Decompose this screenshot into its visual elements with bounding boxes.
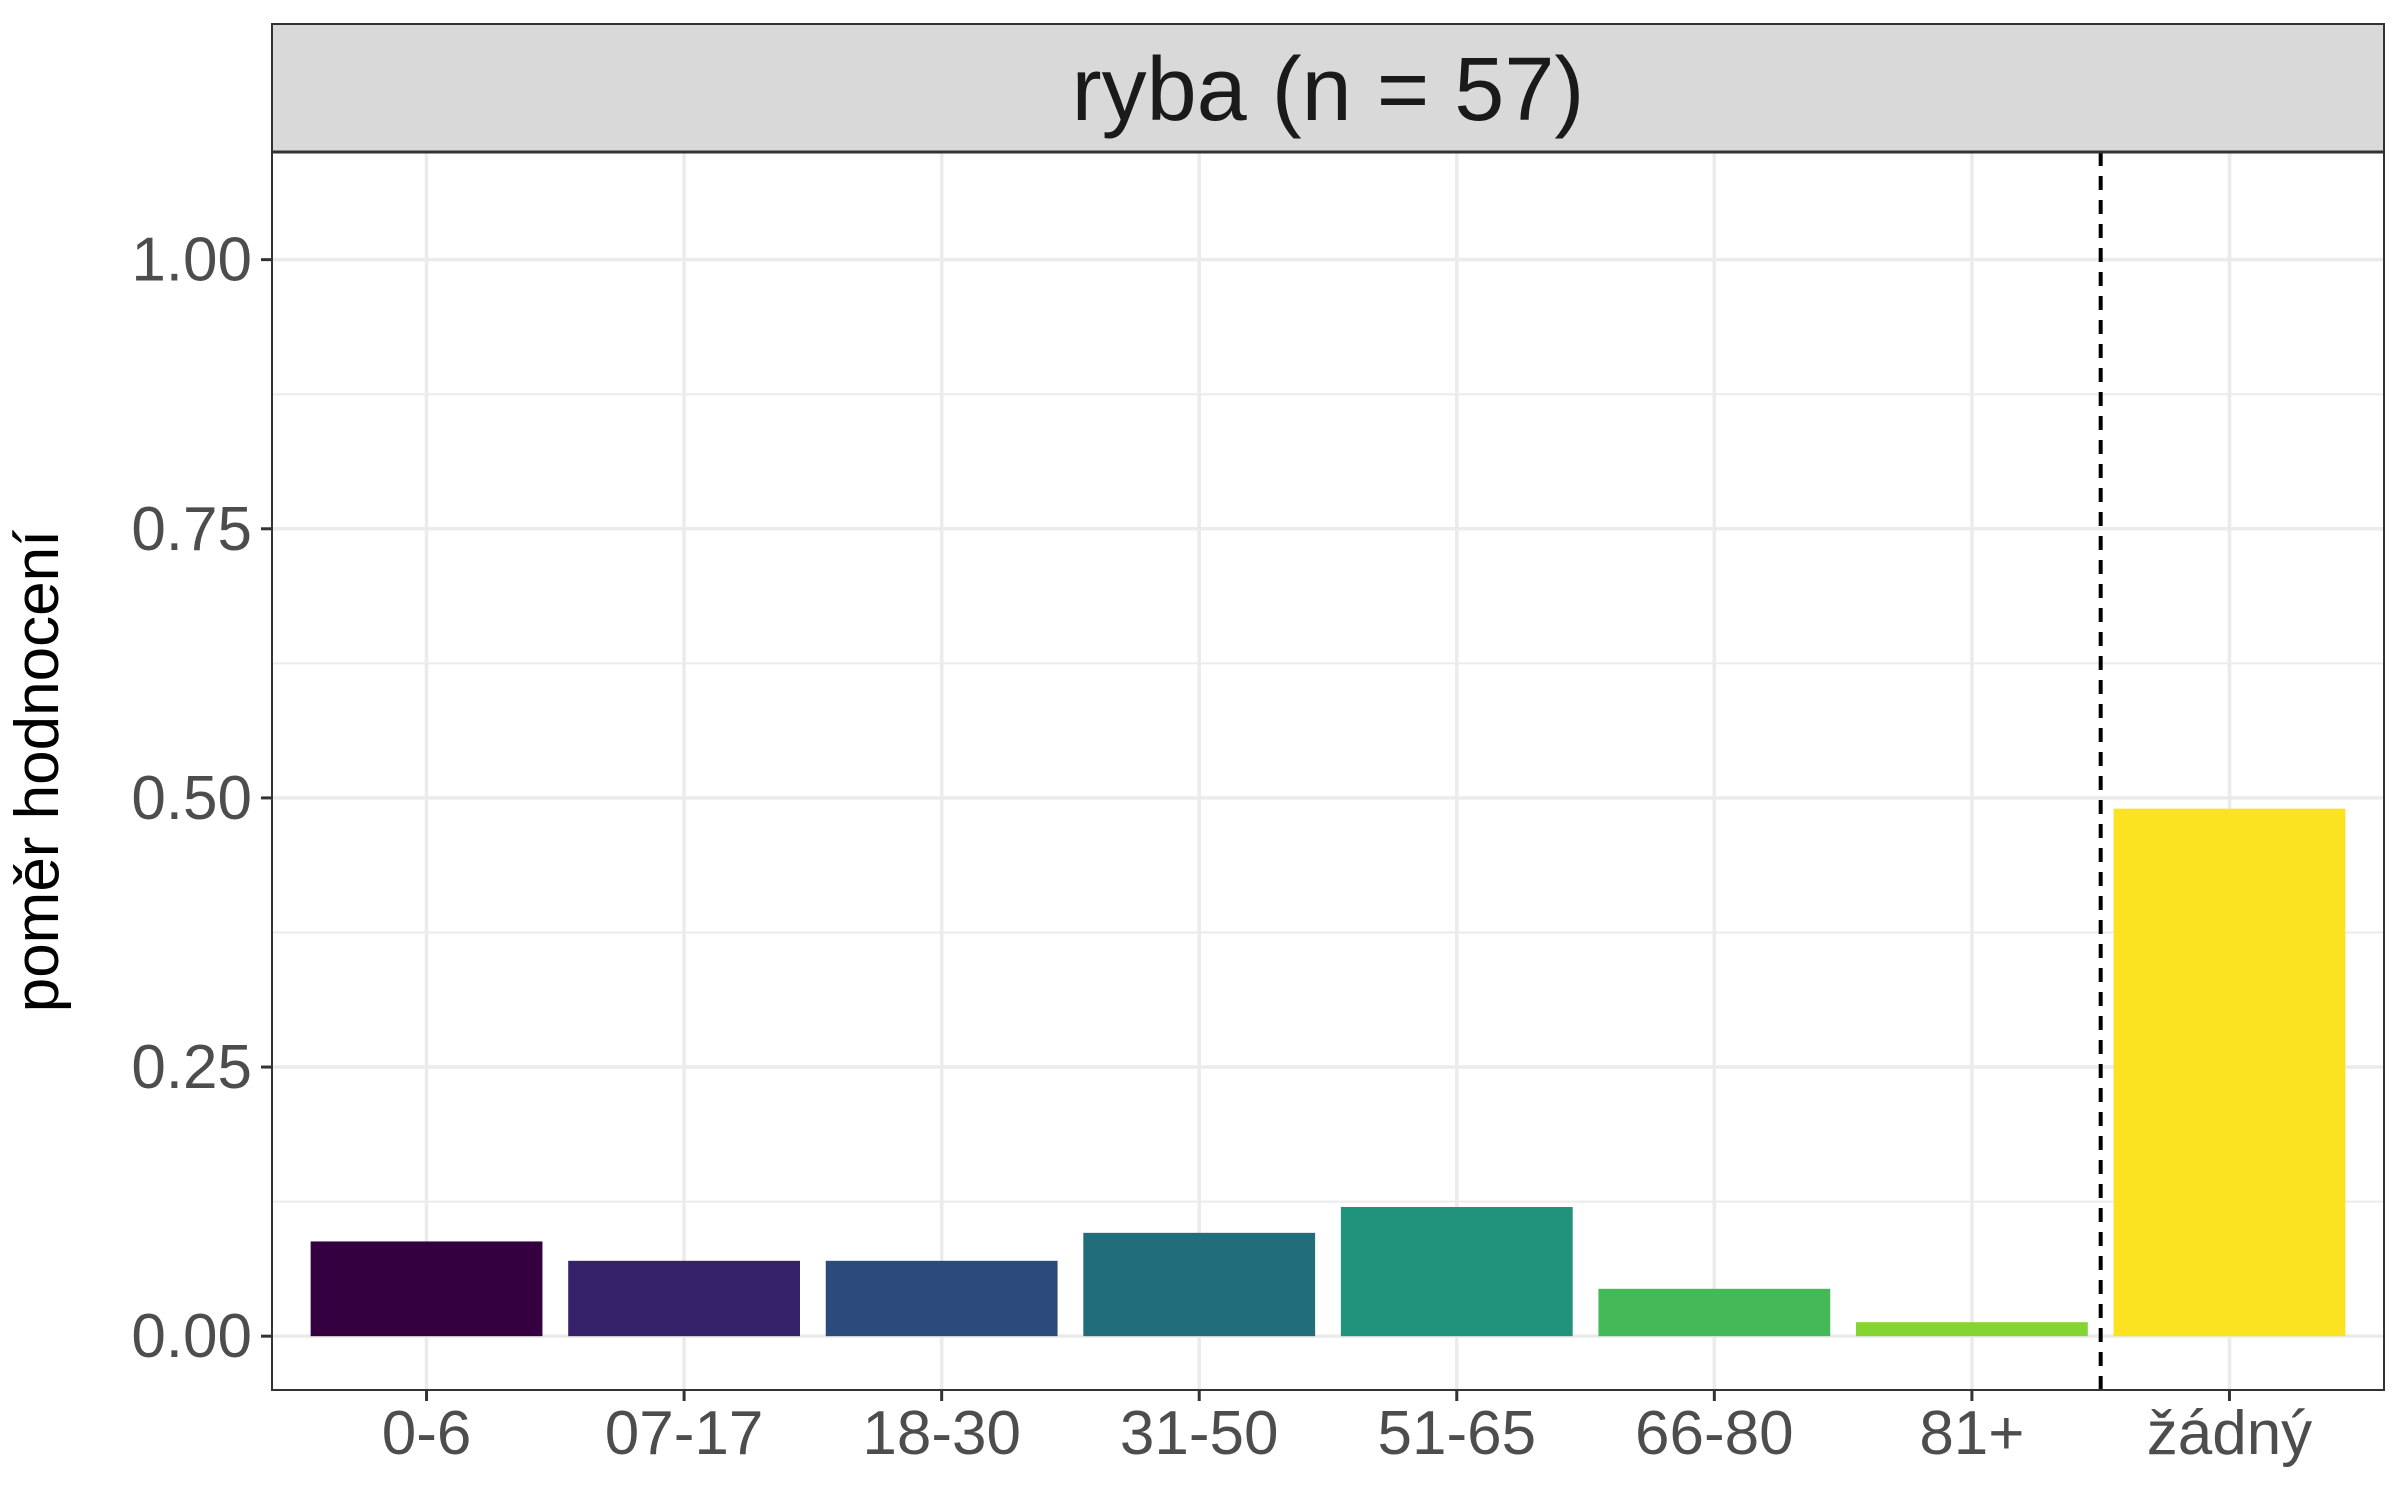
y-tick-label: 0.50 [131,764,252,833]
bar-51-65 [1340,1206,1573,1337]
x-tick-label: 18-30 [862,1399,1021,1468]
bar-žádný [2113,808,2346,1337]
bar-31-50 [1083,1232,1316,1337]
strip-background [271,23,2385,153]
y-tick-label: 0.25 [131,1033,252,1102]
bar-0-6 [310,1241,543,1337]
y-tick-label: 0.75 [131,495,252,564]
bars [310,808,2346,1337]
plot-panel [272,152,2384,1390]
major-gridlines [272,152,2384,1390]
facet-title: ryba (n = 57) [1072,40,1585,140]
y-tick-label: 1.00 [131,226,252,295]
bar-07-17 [568,1260,800,1337]
y-tick-label: 0.00 [131,1302,252,1371]
y-axis: 0.00 0.25 0.50 0.75 1.00 [131,226,272,1371]
x-tick-label: 66-80 [1635,1399,1794,1468]
x-axis: 0-6 07-17 18-30 31-50 51-65 66-80 81+ žádný [382,1390,2312,1468]
x-tick-label: 0-6 [382,1399,472,1468]
x-tick-label: žádný [2147,1399,2312,1468]
bar-81+ [1856,1322,2088,1337]
x-tick-label: 81+ [1919,1399,2024,1468]
bar-66-80 [1598,1288,1831,1337]
bar-18-30 [825,1260,1058,1337]
x-tick-label: 07-17 [605,1399,764,1468]
x-tick-label: 51-65 [1377,1399,1536,1468]
x-tick-label: 31-50 [1120,1399,1279,1468]
minor-gridlines [272,393,2384,1203]
y-axis-title: poměr hodnocení [3,530,72,1013]
